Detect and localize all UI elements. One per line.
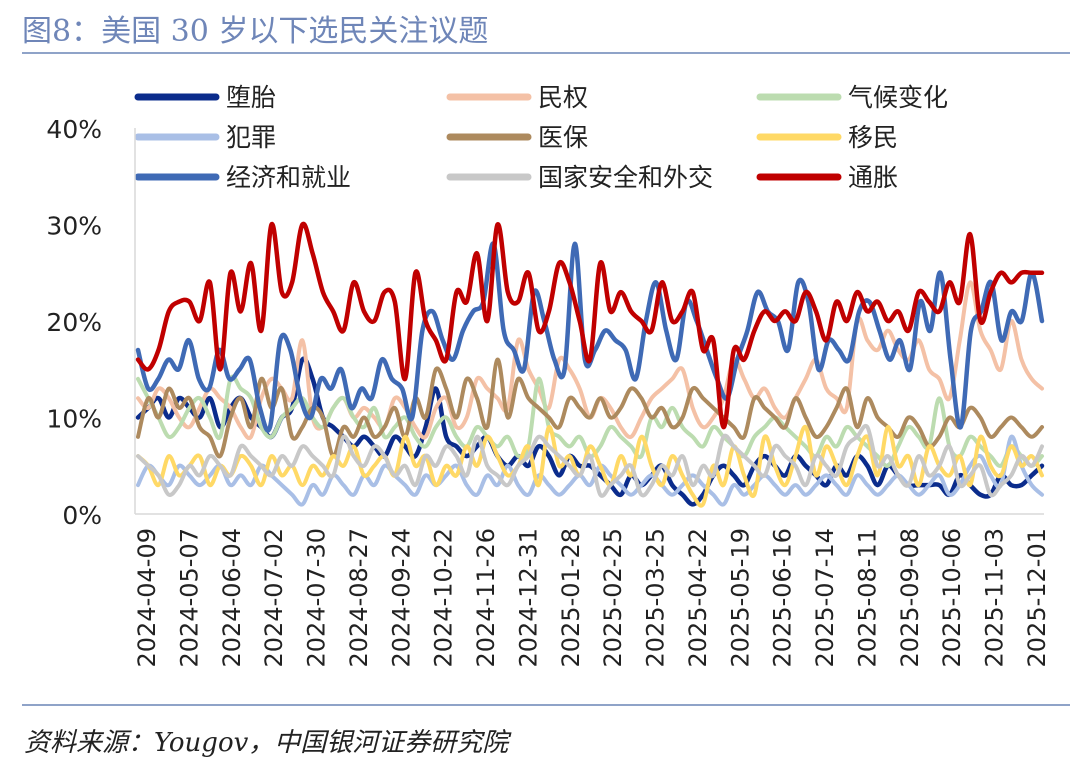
legend-label: 堕胎 — [226, 83, 276, 112]
x-tick-label: 2024-11-26 — [472, 528, 500, 667]
x-tick-label: 2025-12-01 — [1023, 528, 1051, 667]
x-tick-label: 2024-04-09 — [133, 528, 161, 667]
legend-label: 医保 — [538, 123, 588, 152]
x-tick-label: 2024-09-24 — [387, 528, 415, 667]
x-axis: 2024-04-09 2024-05-07 2024-06-04 2024-07-02… — [133, 513, 1051, 667]
legend-label: 通胀 — [848, 163, 898, 192]
legend-item: 堕胎 — [134, 83, 276, 112]
series-line — [135, 221, 1045, 430]
legend-label: 民权 — [538, 83, 588, 112]
y-axis: 0% 10% 20% 30% 40% — [46, 115, 136, 530]
x-tick-label: 2024-10-22 — [430, 528, 458, 667]
legend-item: 通胀 — [756, 163, 898, 192]
x-tick-label: 2025-03-25 — [642, 528, 670, 667]
x-tick-label: 2024-07-30 — [303, 528, 331, 667]
legend-label: 经济和就业 — [226, 163, 351, 192]
y-tick-label: 20% — [46, 308, 102, 337]
page-title: 图8：美国 30 岁以下选民关注议题 — [22, 14, 489, 49]
x-tick-label: 2025-07-14 — [811, 528, 839, 667]
legend-item: 犯罪 — [134, 123, 276, 152]
series-line — [135, 241, 1045, 433]
y-tick-label: 40% — [46, 115, 102, 144]
legend-label: 气候变化 — [848, 83, 948, 112]
series-line — [136, 434, 1044, 507]
legend-label: 犯罪 — [226, 123, 276, 152]
series-line — [136, 424, 1044, 498]
legend-item: 国家安全和外交 — [446, 163, 713, 192]
legend-label: 移民 — [848, 123, 898, 152]
y-tick-label: 0% — [62, 501, 102, 530]
x-tick-label: 2025-06-16 — [769, 528, 797, 667]
x-tick-label: 2025-08-11 — [853, 528, 881, 667]
legend-item: 移民 — [756, 123, 898, 152]
x-tick-label: 2024-07-02 — [260, 528, 288, 667]
x-tick-label: 2024-08-27 — [345, 528, 373, 667]
y-tick-label: 10% — [46, 405, 102, 434]
series-line — [136, 425, 1044, 508]
source-note: 资料来源：Yougov，中国银河证券研究院 — [24, 728, 509, 758]
title-divider — [22, 52, 1070, 54]
plot-area — [135, 221, 1045, 508]
x-tick-label: 2025-05-19 — [726, 528, 754, 667]
legend-label: 国家安全和外交 — [538, 163, 713, 192]
x-tick-label: 2025-04-22 — [684, 528, 712, 667]
legend-item: 经济和就业 — [134, 163, 351, 192]
x-tick-label: 2025-10-06 — [938, 528, 966, 667]
x-tick-label: 2024-05-07 — [175, 528, 203, 667]
legend-item: 民权 — [446, 83, 588, 112]
x-tick-label: 2025-02-25 — [599, 528, 627, 667]
x-tick-label: 2024-12-31 — [514, 528, 542, 667]
x-tick-label: 2025-11-03 — [981, 528, 1009, 667]
legend-item: 气候变化 — [756, 83, 948, 112]
x-tick-label: 2024-06-04 — [218, 528, 246, 667]
x-tick-label: 2025-01-28 — [557, 528, 585, 667]
y-tick-label: 30% — [46, 212, 102, 241]
x-tick-label: 2025-09-08 — [896, 528, 924, 667]
footer-divider — [22, 704, 1070, 706]
legend-item: 医保 — [446, 123, 588, 152]
